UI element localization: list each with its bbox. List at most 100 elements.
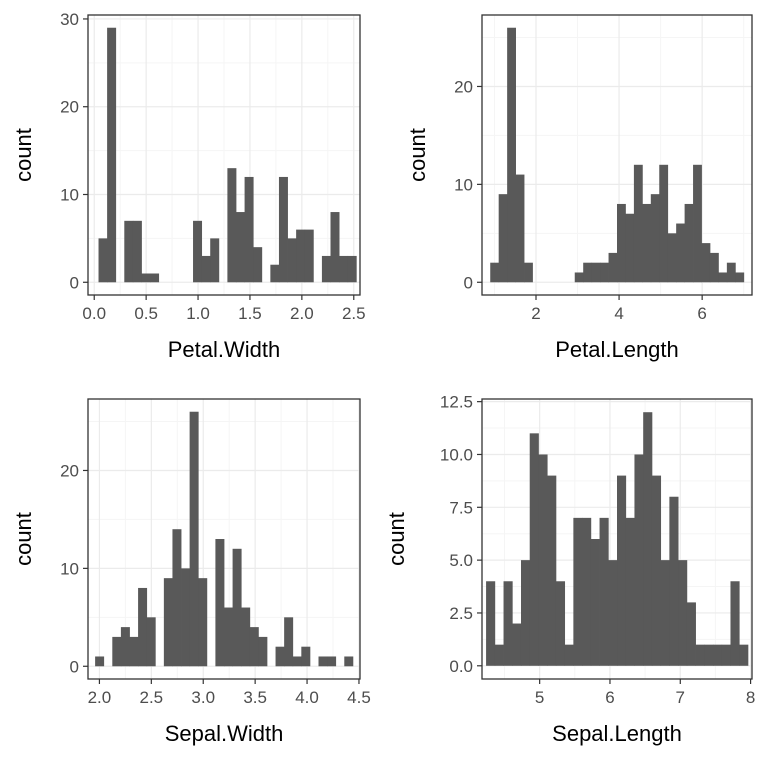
x-axis-title: Sepal.Length <box>552 721 682 746</box>
histogram-bar <box>95 656 105 667</box>
y-tick-label: 12.5 <box>440 393 473 412</box>
histogram-bar <box>512 623 522 666</box>
panel-border <box>481 398 753 680</box>
histogram-bar <box>643 412 653 666</box>
histogram-bar <box>718 272 728 283</box>
histogram-bar <box>292 656 302 667</box>
histogram-bar <box>347 255 357 283</box>
histogram-bar <box>304 229 314 283</box>
histogram-bar <box>555 581 566 666</box>
histogram-bar <box>608 560 618 666</box>
histogram-bar <box>590 539 600 666</box>
y-tick-label: 0 <box>70 273 79 292</box>
x-tick-label: 5 <box>535 688 544 707</box>
histogram-bar <box>713 644 723 666</box>
histogram-bar <box>583 262 593 283</box>
histogram-bar <box>721 644 731 666</box>
histogram-bar <box>667 233 677 283</box>
histogram-bar <box>490 262 500 283</box>
histogram-bar <box>701 243 711 283</box>
x-tick-label: 2.5 <box>140 688 164 707</box>
histogram-bar <box>253 247 263 283</box>
histogram-bar <box>172 529 182 667</box>
y-axis-title: count <box>11 512 36 566</box>
x-axis-title: Sepal.Width <box>165 721 284 746</box>
histogram-bar <box>617 475 627 666</box>
histogram-bar <box>193 220 203 283</box>
y-tick-label: 7.5 <box>449 498 473 517</box>
x-tick-label: 6 <box>605 688 614 707</box>
x-tick-label: 1.0 <box>186 304 210 323</box>
histogram-bar <box>215 539 225 667</box>
x-tick-label: 0.0 <box>82 304 106 323</box>
y-tick-label: 10 <box>454 175 473 194</box>
panel-border <box>87 14 361 296</box>
histogram-bar <box>132 220 142 283</box>
histogram-bar <box>660 560 670 666</box>
histogram-bar <box>112 636 122 667</box>
histogram-bar <box>529 433 539 666</box>
x-tick-label: 0.5 <box>134 304 158 323</box>
histogram-bar <box>150 273 160 283</box>
panel-border <box>87 398 361 680</box>
histogram-bar <box>198 578 208 667</box>
x-tick-label: 3.5 <box>243 688 267 707</box>
histogram-bar <box>258 636 268 667</box>
histogram-bar <box>296 229 306 283</box>
histogram-bar <box>695 644 705 666</box>
histogram-bar <box>726 262 736 283</box>
histogram-bar <box>730 581 740 666</box>
y-tick-label: 0 <box>70 657 79 676</box>
histogram-bar <box>684 203 694 283</box>
histogram-bar <box>651 475 662 666</box>
histogram-bar <box>591 262 601 283</box>
y-tick-label: 10 <box>60 185 79 204</box>
y-tick-label: 20 <box>60 461 79 480</box>
y-tick-label: 0.0 <box>449 657 473 676</box>
histogram-bar <box>321 255 331 283</box>
histogram-bar <box>141 273 151 283</box>
histogram-bar <box>138 587 148 667</box>
y-axis-title: count <box>384 512 409 566</box>
histogram-bar <box>564 644 574 666</box>
histogram-bar <box>669 496 679 666</box>
histogram-bar <box>634 454 644 666</box>
x-tick-label: 3.0 <box>191 688 215 707</box>
histogram-bar <box>232 548 242 667</box>
x-axis-title: Petal.Width <box>168 337 281 362</box>
histogram-bar <box>278 176 288 283</box>
x-tick-label: 4.5 <box>347 688 371 707</box>
y-tick-label: 2.5 <box>449 604 473 623</box>
histogram-bar <box>600 262 609 283</box>
histogram-bar <box>633 164 643 283</box>
histogram-bar <box>330 212 340 283</box>
x-tick-label: 2.0 <box>88 688 112 707</box>
histogram-bar <box>486 581 496 666</box>
y-axis-title: count <box>405 128 430 182</box>
histogram-bar <box>107 27 117 283</box>
histogram-bar <box>244 176 254 283</box>
histogram-bar <box>270 264 280 283</box>
histogram-bar <box>625 213 635 283</box>
y-axis-title: count <box>11 128 36 182</box>
histogram-bar <box>503 581 513 666</box>
histogram-bar <box>318 656 328 667</box>
histogram-bar <box>507 27 516 283</box>
histogram-bar <box>659 164 669 283</box>
histogram-bar <box>189 411 199 667</box>
histogram-bar <box>599 517 609 666</box>
histogram-bar <box>547 475 557 666</box>
y-tick-label: 20 <box>60 98 79 117</box>
x-tick-label: 2.0 <box>290 304 314 323</box>
histogram-bar <box>515 174 525 283</box>
histogram-bar <box>241 607 251 667</box>
histogram-bar <box>249 627 259 667</box>
histogram-bar <box>287 238 297 283</box>
histogram-bar <box>181 568 191 667</box>
histogram-bar <box>704 644 714 666</box>
histogram-bar <box>573 517 583 666</box>
histogram-bar <box>538 454 548 666</box>
histogram-bar <box>574 272 584 283</box>
x-tick-label: 6 <box>697 304 706 323</box>
